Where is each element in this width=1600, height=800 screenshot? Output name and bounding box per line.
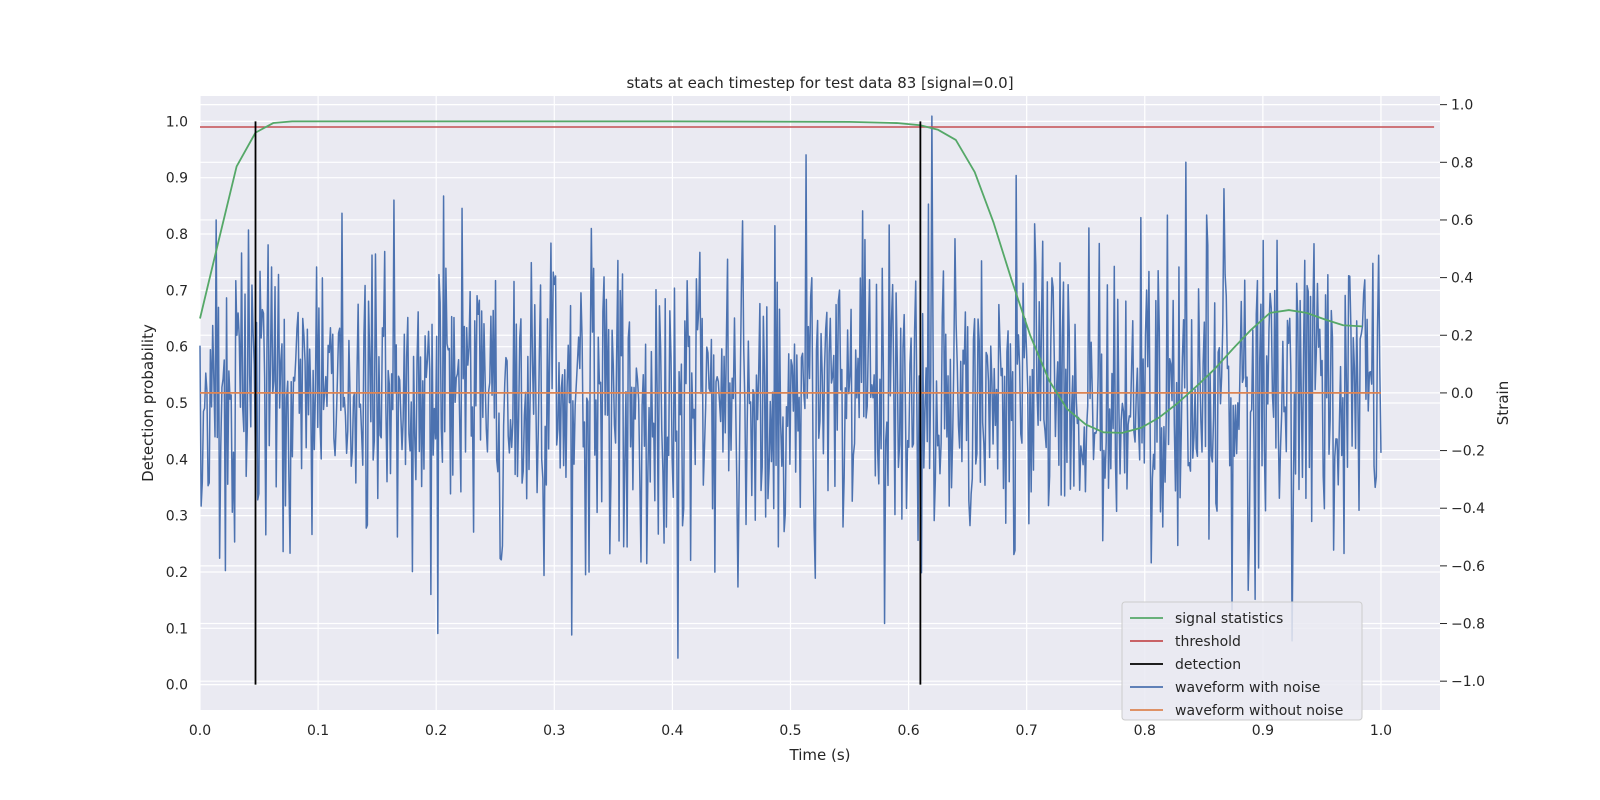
x-tick-label: 0.8 [1134, 723, 1156, 739]
y-left-tick-label: 0.4 [166, 452, 188, 468]
y-right-tick-label: −0.2 [1451, 444, 1485, 460]
x-tick-label: 0.1 [307, 723, 329, 739]
legend-label: signal statistics [1175, 611, 1283, 627]
x-tick-label: 1.0 [1370, 723, 1392, 739]
y-left-tick-label: 0.6 [166, 340, 188, 356]
y-right-tick-label: −0.8 [1451, 617, 1485, 633]
y-right-tick-label: 0.8 [1451, 155, 1473, 171]
y-right-tick-label: 0.4 [1451, 271, 1473, 287]
x-tick-label: 0.0 [189, 723, 211, 739]
y-right-tick-label: −1.0 [1451, 674, 1485, 690]
x-tick-label: 0.5 [779, 723, 801, 739]
y-left-tick-label: 0.9 [166, 171, 188, 187]
legend-label: waveform with noise [1175, 680, 1320, 696]
y-left-tick-label: 0.1 [166, 621, 188, 637]
y-right-tick-label: 1.0 [1451, 98, 1473, 114]
y-right-axis-ticks: −1.0 −0.8 −0.6 −0.4 −0.2 0.0 0.2 0.4 0.6 0.8 1.0 [1440, 98, 1485, 690]
series-layer [199, 115, 1435, 685]
series-waveform-with-noise [199, 115, 1382, 659]
y-left-tick-label: 0.8 [166, 227, 188, 243]
y-left-axis-label: Detection probability [139, 324, 157, 482]
legend-label: detection [1175, 657, 1241, 673]
x-tick-label: 0.3 [543, 723, 565, 739]
x-axis-label: Time (s) [789, 746, 851, 764]
x-tick-label: 0.2 [425, 723, 447, 739]
y-right-axis-label: Strain [1494, 381, 1512, 425]
y-right-tick-label: 0.6 [1451, 213, 1473, 229]
y-right-tick-label: 0.0 [1451, 386, 1473, 402]
y-left-tick-label: 1.0 [166, 114, 188, 130]
y-right-tick-label: −0.4 [1451, 501, 1485, 517]
legend-label: threshold [1175, 634, 1241, 650]
legend-label: waveform without noise [1175, 703, 1343, 719]
y-right-tick-label: −0.6 [1451, 559, 1485, 575]
x-axis-ticks: 0.0 0.1 0.2 0.3 0.4 0.5 0.6 0.7 0.8 0.9 1.0 [189, 723, 1392, 739]
y-left-axis-ticks: 0.0 0.1 0.2 0.3 0.4 0.5 0.6 0.7 0.8 0.9 1.0 [166, 114, 188, 693]
series-signal-statistics [199, 120, 1363, 434]
y-left-tick-label: 0.3 [166, 509, 188, 525]
x-tick-label: 0.4 [661, 723, 683, 739]
x-tick-label: 0.9 [1252, 723, 1274, 739]
y-left-tick-label: 0.0 [166, 678, 188, 694]
y-left-tick-label: 0.7 [166, 283, 188, 299]
y-left-tick-label: 0.5 [166, 396, 188, 412]
y-left-tick-label: 0.2 [166, 565, 188, 581]
x-tick-label: 0.6 [897, 723, 919, 739]
legend-box [1121, 601, 1363, 721]
x-tick-label: 0.7 [1016, 723, 1038, 739]
y-right-tick-label: 0.2 [1451, 328, 1473, 344]
chart-title: stats at each timestep for test data 83 … [626, 74, 1013, 92]
legend: signal statistics threshold detection wavef… [1121, 601, 1363, 721]
